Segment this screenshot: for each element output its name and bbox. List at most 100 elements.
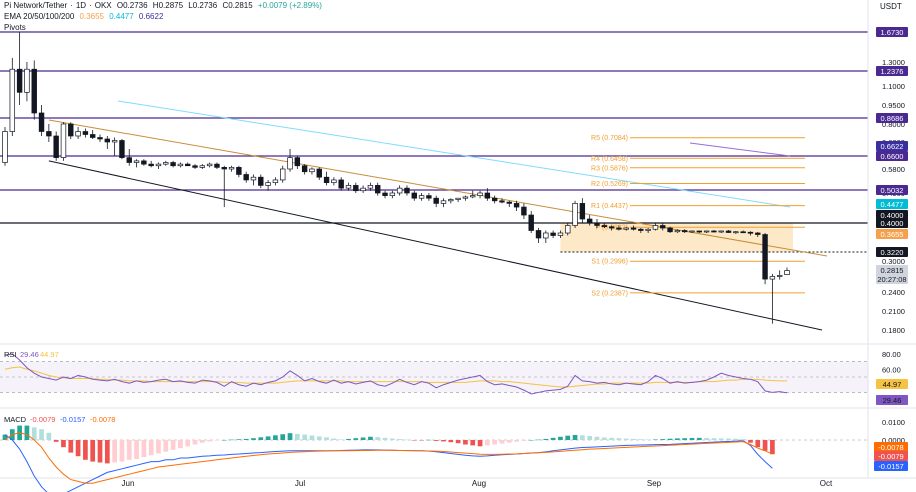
ema-legend[interactable]: EMA 20/50/100/200 0.3655 0.4477 0.6622 — [4, 12, 166, 21]
candle — [206, 163, 213, 167]
time-tick: Sep — [647, 479, 662, 488]
macd-hist-bar — [368, 436, 373, 440]
candle — [776, 275, 783, 277]
macd-hist-bar — [397, 439, 403, 440]
candle — [499, 200, 505, 203]
macd-hist-bar — [46, 432, 52, 440]
macd-signal-value: -0.0078 — [90, 415, 115, 424]
candle — [177, 163, 184, 167]
macd-hist-bar — [360, 437, 366, 440]
macd-hist-bar — [258, 437, 264, 440]
candle — [762, 234, 768, 280]
macd-hist-bar — [616, 438, 622, 440]
candle — [513, 203, 520, 208]
macd-hist-bar — [682, 438, 688, 440]
macd-hist-bar — [199, 440, 205, 443]
price-label: 0.3655 — [881, 230, 904, 239]
macd-hist-bar — [755, 440, 761, 448]
price-label: 0.4000 — [881, 211, 904, 220]
price-label-box — [876, 185, 908, 195]
macd-pane: MACD -0.0079 -0.0157 -0.0078 — [0, 415, 868, 492]
macd-hist-value: -0.0079 — [30, 415, 55, 424]
pivots-legend[interactable]: Pivots — [4, 23, 29, 32]
pivot-label: R2 (0.5269) — [591, 181, 628, 188]
candle — [155, 163, 162, 167]
macd-hist-bar — [404, 439, 410, 441]
macd-hist-bar — [280, 434, 286, 440]
macd-label-box — [874, 461, 908, 471]
macd-hist-bar — [411, 440, 417, 441]
candle — [382, 192, 388, 196]
macd-hist-bar — [61, 440, 66, 448]
macd-hist-bar — [302, 434, 307, 440]
macd-hist-bar — [770, 440, 775, 455]
macd-hist-bar — [178, 440, 183, 449]
candle — [521, 206, 527, 216]
candle — [104, 138, 111, 143]
candle — [60, 123, 67, 158]
candle — [24, 68, 30, 93]
candle — [9, 68, 16, 132]
symbol-name[interactable]: Pi Network/Tether — [4, 1, 68, 10]
macd-hist-bar — [68, 440, 74, 453]
candle — [353, 185, 359, 192]
macd-hist-bar — [316, 436, 322, 440]
candle — [396, 187, 403, 194]
price-label: 0.4000 — [881, 219, 904, 228]
macd-hist-bar — [631, 438, 636, 440]
macd-hist-bar — [75, 440, 81, 457]
price-label: 0.5032 — [881, 186, 904, 195]
exchange: OKX — [94, 1, 112, 10]
macd-hist-bar — [441, 440, 446, 442]
ema50-line — [117, 100, 791, 208]
price-label-box — [876, 141, 908, 151]
candle — [89, 134, 96, 138]
macd-hist-bar — [455, 440, 461, 444]
macd-label: -0.0079 — [878, 452, 903, 461]
candle — [616, 227, 622, 230]
candle — [170, 162, 176, 167]
candle — [243, 174, 249, 181]
macd-hist-bar — [660, 439, 666, 440]
candle — [228, 167, 235, 170]
candle — [784, 270, 790, 275]
candle — [630, 227, 637, 230]
price-label: 0.4477 — [881, 200, 904, 209]
ema50-value: 0.4477 — [109, 12, 134, 21]
price-tick: 1.3000 — [882, 58, 905, 67]
macd-label: -0.0078 — [878, 443, 903, 452]
interval[interactable]: 1D — [75, 1, 87, 10]
macd-hist-bar — [477, 440, 483, 447]
macd-hist-bar — [243, 438, 249, 440]
macd-hist-bar — [2, 434, 8, 440]
candle — [718, 230, 724, 233]
candle — [572, 203, 578, 226]
macd-hist-bar — [236, 439, 242, 440]
time-tick: Oct — [820, 479, 833, 488]
macd-hist-bar — [309, 435, 315, 440]
candle — [579, 203, 586, 220]
candle — [674, 230, 681, 233]
price-axis: 1.30001.10000.95000.80000.68000.58000.49… — [867, 0, 908, 478]
candle — [477, 192, 483, 196]
macd-hist-bar — [433, 440, 439, 441]
candle — [214, 163, 220, 168]
macd-hist-bar — [39, 429, 44, 440]
candle — [272, 179, 279, 184]
candle — [163, 162, 169, 165]
candle — [594, 222, 600, 226]
macd-hist-bar — [594, 436, 600, 440]
macd-hist-bar — [419, 440, 424, 441]
price-tick: 0.5800 — [882, 165, 905, 174]
time-tick: Jul — [295, 479, 305, 488]
candle — [418, 195, 425, 199]
candle — [411, 192, 417, 199]
pivot-label: S1 (0.2996) — [591, 259, 628, 266]
price-label-box — [876, 274, 908, 284]
macd-hist-bar — [638, 439, 644, 440]
macd-value: -0.0157 — [60, 415, 85, 424]
candle — [601, 225, 607, 228]
macd-hist-bar — [499, 440, 505, 444]
macd-hist-bar — [375, 437, 381, 440]
candle — [331, 179, 337, 184]
